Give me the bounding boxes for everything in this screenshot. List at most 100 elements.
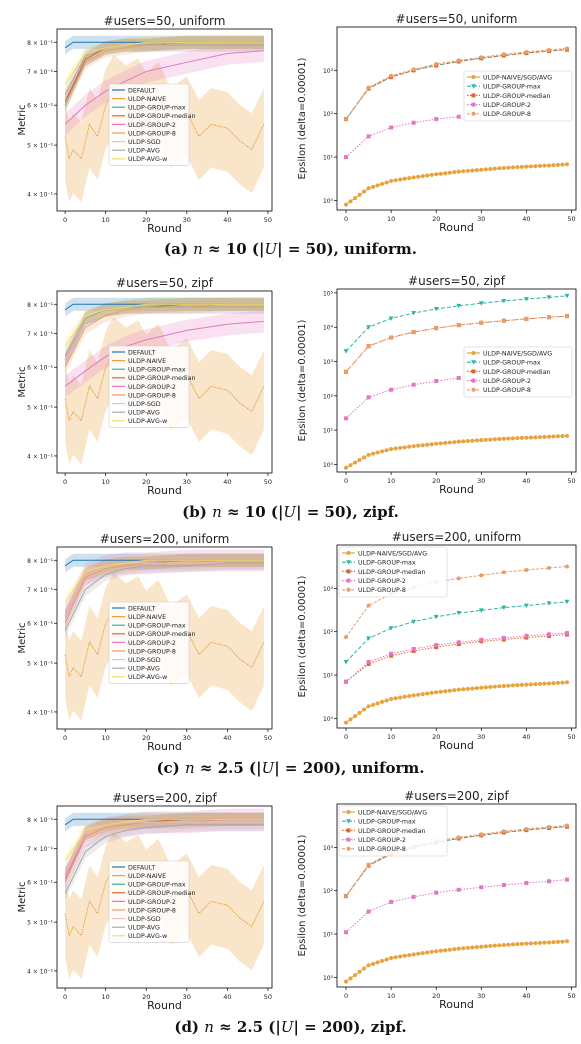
data-point [542, 163, 547, 168]
data-point [456, 640, 461, 645]
x-tick-label: 40 [522, 477, 530, 485]
data-point [443, 689, 448, 694]
series-group [343, 564, 570, 725]
data-point [456, 576, 461, 581]
data-point [371, 702, 376, 707]
x-tick-label: 20 [142, 216, 150, 224]
data-point [366, 186, 371, 191]
data-point [389, 697, 394, 702]
eps-panel-3: #users=200, zipf Round Epsilon (delta=0.00… [297, 789, 577, 1011]
data-point [524, 826, 529, 831]
data-point [402, 445, 407, 450]
data-point [546, 940, 551, 945]
data-point [492, 437, 497, 442]
y-tick-label: 10¹ [323, 932, 334, 939]
data-point [506, 942, 511, 947]
data-point [353, 973, 358, 978]
data-point [524, 633, 529, 638]
y-tick-label: 10³ [323, 359, 334, 366]
data-point [501, 436, 506, 441]
data-point [564, 631, 569, 636]
band-uldp-group-8 [65, 553, 264, 630]
data-point [343, 659, 349, 665]
x-tick-label: 0 [344, 215, 348, 223]
legend: ULDP-NAIVE/SGD/AVG ULDP-GROUP-max ULDP-GRO… [338, 546, 448, 598]
legend-label: ULDP-GROUP-8 [128, 907, 176, 914]
legend-label: ULDP-GROUP-8 [483, 111, 531, 118]
data-point [393, 696, 398, 701]
y-tick-label: 5 × 10⁻¹ [27, 661, 53, 668]
data-point [411, 444, 416, 449]
data-point [375, 183, 380, 188]
x-tick-label: 40 [223, 216, 231, 224]
data-point [384, 957, 389, 962]
data-point [389, 899, 394, 904]
legend: DEFAULTULDP-NAIVEULDP-GROUP-maxULDP-GROU… [108, 860, 195, 943]
data-point [371, 961, 376, 966]
data-point [524, 682, 529, 687]
legend-marker [346, 819, 351, 824]
data-point [456, 58, 461, 63]
x-tick-label: 10 [387, 733, 395, 741]
legend-label: ULDP-GROUP-8 [358, 846, 406, 853]
data-point [447, 688, 452, 693]
x-tick-label: 0 [344, 733, 348, 741]
legend-label: ULDP-NAIVE [128, 358, 166, 365]
data-point [420, 951, 425, 956]
y-tick-label: 10³ [323, 845, 334, 852]
y-tick-label: 4 × 10⁻¹ [27, 191, 53, 198]
legend-label: ULDP-GROUP-2 [358, 837, 406, 844]
legend-label: ULDP-NAIVE [128, 873, 166, 880]
data-point [434, 62, 439, 67]
x-tick-label: 30 [477, 215, 485, 223]
y-tick-label: 4 × 10⁻¹ [27, 709, 53, 716]
legend-label: ULDP-NAIVE/SGD/AVG [358, 809, 427, 816]
data-point [443, 171, 448, 176]
data-point [433, 306, 439, 312]
data-point [456, 114, 461, 119]
y-tick-label: 10⁵ [323, 290, 334, 297]
data-point [564, 293, 570, 299]
data-point [393, 446, 398, 451]
data-point [483, 685, 488, 690]
x-tick-label: 40 [522, 733, 530, 741]
data-point [393, 178, 398, 183]
data-point [501, 635, 506, 640]
band-uldp-group-8 [65, 35, 264, 112]
legend-frame [338, 546, 448, 598]
legend-label: ULDP-SGD [128, 916, 161, 923]
legend-marker [346, 810, 351, 814]
y-tick-label: 10² [323, 629, 334, 636]
legend-marker [471, 84, 476, 89]
band-uldp-group-median [65, 35, 264, 109]
data-point [398, 695, 403, 700]
legend-marker [346, 837, 351, 842]
data-point [425, 442, 430, 447]
data-point [564, 599, 570, 605]
x-tick-label: 20 [142, 478, 150, 486]
data-point [523, 603, 529, 608]
y-tick-label: 6 × 10⁻¹ [27, 621, 53, 628]
data-point [380, 699, 385, 704]
legend-label: ULDP-GROUP-2 [128, 640, 176, 647]
legend-marker [471, 102, 476, 107]
legend-label: ULDP-SGD [128, 139, 161, 146]
legend-label: DEFAULT [128, 349, 155, 356]
legend-label: ULDP-GROUP-median [483, 369, 550, 376]
chart-title: #users=200, uniform [392, 530, 522, 544]
data-point [411, 175, 416, 180]
data-point [344, 465, 349, 470]
data-point [375, 450, 380, 455]
data-point [357, 457, 362, 462]
data-point [407, 953, 412, 958]
data-point [344, 117, 349, 122]
data-point [501, 605, 507, 610]
data-point [366, 452, 371, 457]
data-point [524, 567, 529, 572]
data-point [456, 946, 461, 951]
data-point [560, 680, 565, 685]
data-point [492, 166, 497, 171]
legend-label: ULDP-GROUP-2 [358, 578, 406, 585]
y-tick-label: 10⁴ [323, 325, 334, 332]
data-point [479, 885, 484, 890]
